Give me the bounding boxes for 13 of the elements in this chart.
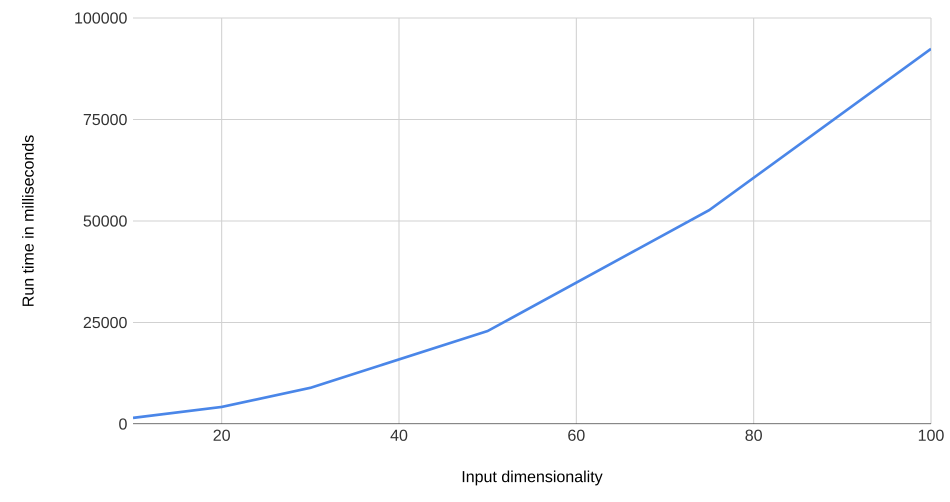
y-tick-label: 25000 bbox=[84, 316, 127, 328]
x-tick-label: 60 bbox=[568, 430, 585, 441]
x-tick-label: 40 bbox=[390, 430, 408, 441]
x-tick-label: 80 bbox=[745, 430, 762, 441]
y-tick-label: 50000 bbox=[84, 215, 127, 227]
y-tick-label: 100000 bbox=[75, 12, 127, 24]
y-tick-label: 75000 bbox=[84, 114, 127, 126]
line-series bbox=[133, 48, 931, 420]
x-tick-label: 20 bbox=[214, 430, 230, 441]
x-axis-title: Input dimensionality bbox=[462, 470, 603, 486]
y-axis-title: Run time in milliseconds bbox=[22, 135, 34, 306]
y-tick-label: 0 bbox=[119, 418, 127, 430]
x-tick-label: 100 bbox=[918, 430, 944, 441]
